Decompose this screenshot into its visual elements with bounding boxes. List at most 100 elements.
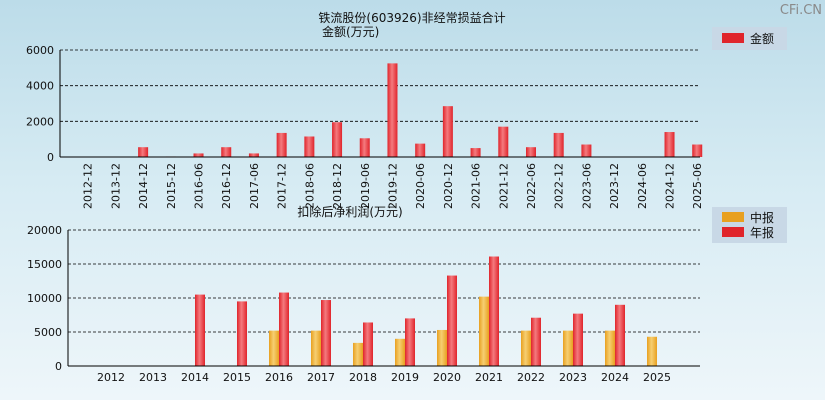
chart2-legend: 中报 年报 xyxy=(712,207,787,243)
bar-amount xyxy=(581,144,592,157)
y-tick-label: 4000 xyxy=(26,80,54,93)
chart1-x-ticks: 2012-12 2013-12 2014-12 2015-12 2016-06 2016-… xyxy=(82,163,705,209)
chart1-bars xyxy=(138,63,703,157)
y-tick-label: 5000 xyxy=(34,326,62,339)
chart1-title: 铁流股份(603926)非经常损益合计 xyxy=(318,10,505,25)
x-tick-label: 2020 xyxy=(433,371,461,384)
x-tick-label: 2013 xyxy=(139,371,167,384)
bar-annual xyxy=(405,318,415,366)
bar-annual xyxy=(363,322,373,366)
bar-annual xyxy=(237,301,247,366)
chart1-y-ticks: 0 2000 4000 6000 xyxy=(26,44,54,164)
bar-amount xyxy=(415,143,426,157)
legend-box xyxy=(712,27,787,50)
chart2-x-ticks: 2012 2013 2014 2015 2016 2017 2018 2019 2020 2021… xyxy=(97,371,671,384)
bar-amount xyxy=(442,106,453,157)
bar-amount xyxy=(692,144,703,157)
bar-interim xyxy=(311,330,321,366)
legend-swatch-interim xyxy=(722,212,744,222)
x-tick-label: 2019-06 xyxy=(359,163,372,209)
bar-annual xyxy=(447,275,457,366)
x-tick-label: 2023-06 xyxy=(580,163,593,209)
x-tick-label: 2014-12 xyxy=(137,163,150,209)
legend-label-interim: 中报 xyxy=(750,210,774,225)
x-tick-label: 2022 xyxy=(517,371,545,384)
x-tick-label: 2021-12 xyxy=(497,163,510,209)
watermark: CFi.CN xyxy=(780,3,822,18)
legend-swatch-amount xyxy=(722,33,744,43)
bar-interim xyxy=(437,329,447,366)
x-tick-label: 2018-12 xyxy=(331,163,344,209)
bar-interim xyxy=(395,338,405,366)
bar-amount xyxy=(470,148,481,157)
chart2-title: 扣除后净利润(万元) xyxy=(297,204,402,219)
chart1-gridlines xyxy=(60,49,700,122)
x-tick-label: 2012-12 xyxy=(82,163,95,209)
x-tick-label: 2017 xyxy=(307,371,335,384)
x-tick-label: 2022-06 xyxy=(525,163,538,209)
x-tick-label: 2013-12 xyxy=(109,163,122,209)
x-tick-label: 2017-06 xyxy=(248,163,261,209)
bar-amount xyxy=(193,153,204,157)
x-tick-label: 2023 xyxy=(559,371,587,384)
bar-interim xyxy=(521,330,531,366)
legend-label-amount: 金额 xyxy=(750,31,774,46)
bar-annual xyxy=(531,317,541,366)
x-tick-label: 2020-06 xyxy=(414,163,427,209)
bar-amount xyxy=(553,132,564,157)
x-tick-label: 2024-12 xyxy=(664,163,677,209)
bar-annual xyxy=(573,313,583,366)
bar-annual xyxy=(489,256,499,366)
x-tick-label: 2024-06 xyxy=(636,163,649,209)
bar-amount xyxy=(304,136,315,157)
x-tick-label: 2022-12 xyxy=(553,163,566,209)
x-tick-label: 2016-06 xyxy=(193,163,206,209)
bar-amount xyxy=(387,63,398,157)
bar-annual xyxy=(195,294,205,366)
chart2-gridlines xyxy=(68,229,700,333)
chart1-subtitle: 金额(万元) xyxy=(322,24,379,39)
x-tick-label: 2020-12 xyxy=(442,163,455,209)
y-tick-label: 20000 xyxy=(27,224,62,237)
y-tick-label: 2000 xyxy=(26,115,54,128)
bar-amount xyxy=(498,126,509,157)
bar-interim xyxy=(605,330,615,366)
y-tick-label: 0 xyxy=(55,360,62,373)
x-tick-label: 2016 xyxy=(265,371,293,384)
x-tick-label: 2019 xyxy=(391,371,419,384)
y-tick-label: 6000 xyxy=(26,44,54,57)
bar-annual xyxy=(615,304,625,366)
legend-swatch-annual xyxy=(722,227,744,237)
x-tick-label: 2014 xyxy=(181,371,209,384)
bar-amount xyxy=(359,138,370,157)
bar-interim xyxy=(647,336,657,366)
bar-amount xyxy=(525,147,536,157)
chart1-legend: 金额 xyxy=(712,27,787,50)
chart-non-recurring-items: 铁流股份(603926)非经常损益合计 金额(万元) 金额 0 2000 4000 6… xyxy=(26,10,787,209)
bar-interim xyxy=(563,330,573,366)
x-tick-label: 2017-12 xyxy=(276,163,289,209)
y-tick-label: 15000 xyxy=(27,258,62,271)
y-tick-label: 0 xyxy=(47,151,54,164)
x-tick-label: 2025 xyxy=(643,371,671,384)
x-tick-label: 2024 xyxy=(601,371,629,384)
x-tick-label: 2015-12 xyxy=(165,163,178,209)
chart2-bars xyxy=(195,256,657,366)
x-tick-label: 2018 xyxy=(349,371,377,384)
bar-annual xyxy=(279,292,289,366)
bar-amount xyxy=(276,132,287,157)
bar-interim xyxy=(353,342,363,366)
x-tick-label: 2018-06 xyxy=(303,163,316,209)
x-tick-label: 2025-06 xyxy=(691,163,704,209)
bar-interim xyxy=(479,296,489,366)
bar-amount xyxy=(138,147,149,157)
chart2-y-ticks: 0 5000 10000 15000 20000 xyxy=(27,224,62,373)
x-tick-label: 2021 xyxy=(475,371,503,384)
chart-net-profit: 扣除后净利润(万元) 中报 年报 0 5000 10000 15000 20000 20… xyxy=(27,204,787,384)
bar-interim xyxy=(269,330,279,366)
x-tick-label: 2016-12 xyxy=(220,163,233,209)
x-tick-label: 2015 xyxy=(223,371,251,384)
bar-amount xyxy=(221,147,232,157)
bar-amount xyxy=(664,132,675,157)
